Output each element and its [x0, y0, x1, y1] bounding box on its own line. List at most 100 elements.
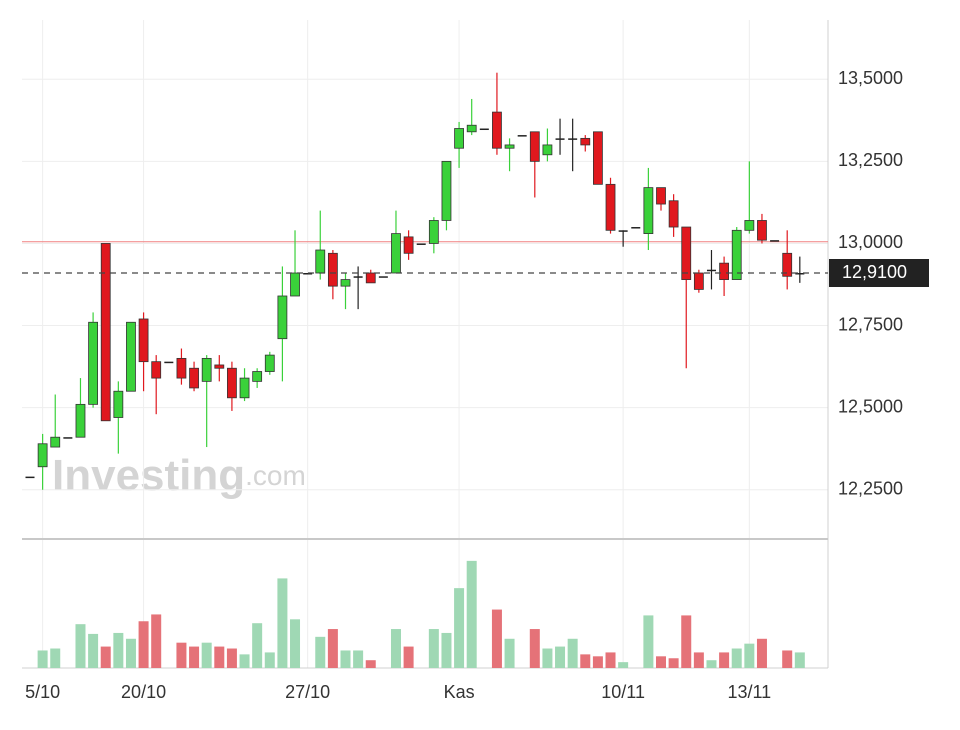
- candle-body: [428, 220, 439, 244]
- y-tick-label: 13,0000: [838, 232, 903, 252]
- volume-bar: [681, 615, 692, 668]
- candle-body: [454, 128, 464, 149]
- y-tick-label: 12,5000: [838, 396, 903, 416]
- volume-bar: [214, 646, 225, 668]
- watermark-suffix: .com: [245, 460, 306, 491]
- current-price-label: 12,9100: [842, 262, 907, 282]
- volume-bar: [618, 662, 629, 668]
- volume-bar: [315, 636, 326, 668]
- candle-body: [593, 131, 603, 185]
- candle-body: [757, 220, 767, 241]
- candle-body: [492, 111, 502, 149]
- candle-body: [290, 272, 300, 297]
- candle-body: [416, 243, 426, 245]
- candle-body: [327, 252, 338, 287]
- volume-bar: [201, 642, 212, 668]
- volume-bar: [656, 656, 666, 668]
- volume-bar: [88, 633, 99, 668]
- volume-bar: [176, 642, 187, 668]
- volume-bar: [365, 660, 376, 668]
- y-tick-label: 12,7500: [838, 314, 903, 334]
- candle-body: [138, 318, 149, 363]
- candle-body: [555, 138, 565, 140]
- candle-body: [466, 124, 477, 133]
- volume-bar: [226, 648, 237, 668]
- candle-body: [681, 226, 692, 280]
- candle-body: [201, 357, 212, 382]
- candle-body: [795, 273, 805, 275]
- candle-body: [126, 321, 136, 392]
- candle-body: [189, 367, 199, 389]
- volume-bar: [555, 646, 566, 668]
- candle-body: [303, 273, 313, 275]
- y-tick-label: 13,5000: [838, 68, 903, 88]
- candle-body: [719, 262, 729, 280]
- candle-body: [63, 437, 73, 439]
- volume-bar: [125, 638, 136, 668]
- volume-bar: [504, 638, 515, 668]
- volume-bar: [264, 652, 275, 668]
- volume-bar: [529, 629, 540, 668]
- x-tick-label: 13/11: [727, 682, 771, 702]
- volume-bar: [290, 619, 301, 668]
- volume-bar: [706, 660, 717, 668]
- candle-body: [744, 220, 755, 231]
- volume-bar: [744, 643, 755, 668]
- candle-body: [693, 272, 704, 290]
- candle-body: [340, 279, 351, 287]
- candle-body: [227, 367, 237, 399]
- candle-body: [277, 295, 288, 340]
- volume-bar: [643, 615, 654, 668]
- volume-bar: [782, 650, 793, 668]
- candle-body: [542, 144, 553, 156]
- candle-body: [176, 357, 187, 379]
- candle-body: [605, 183, 616, 231]
- volume-bar: [756, 638, 767, 668]
- candle-body: [50, 436, 61, 448]
- volume-bar: [37, 650, 48, 668]
- volume-bar: [113, 632, 124, 668]
- candle-body: [365, 272, 376, 284]
- volume-bar: [592, 656, 603, 668]
- volume-bar: [277, 578, 288, 668]
- watermark: Investing.com: [52, 451, 306, 500]
- current-price-box: [829, 259, 929, 288]
- y-tick-label: 12,2500: [838, 478, 903, 498]
- volume-bar: [428, 629, 439, 668]
- candle-body: [731, 229, 742, 280]
- y-tick-label: 13,2500: [838, 150, 903, 170]
- candle-body: [668, 200, 679, 228]
- x-tick-label: 27/10: [285, 682, 330, 702]
- volume-bar: [731, 648, 742, 668]
- x-tick-label: Kas: [444, 682, 475, 702]
- volume-bar: [542, 648, 553, 668]
- candle-body: [378, 276, 388, 278]
- candle-body: [239, 377, 250, 399]
- candle-body: [517, 135, 527, 137]
- candle-body: [252, 371, 263, 382]
- candle-body: [113, 390, 124, 418]
- volume-bar: [580, 654, 591, 668]
- candle-body: [315, 249, 326, 274]
- candle-body: [504, 144, 515, 149]
- volume-bar: [189, 646, 200, 668]
- x-tick-label: 5/10: [25, 682, 60, 702]
- candle-body: [631, 227, 641, 229]
- volume-bar: [668, 658, 679, 668]
- candle-body: [643, 187, 654, 235]
- candle-body: [88, 321, 98, 405]
- candle-body: [164, 361, 174, 364]
- volume-bar: [719, 652, 730, 668]
- watermark-main: Investing: [52, 451, 245, 500]
- candle-body: [441, 160, 452, 221]
- volume-bar: [252, 623, 263, 668]
- x-tick-label: 20/10: [121, 682, 166, 702]
- candle-body: [618, 230, 628, 232]
- volume-bar: [466, 560, 477, 668]
- volume-bar: [327, 629, 338, 668]
- volume-bar: [151, 614, 162, 668]
- volume-bar: [100, 646, 111, 668]
- candle-body: [770, 240, 780, 242]
- candle-body: [568, 138, 578, 140]
- candle-body: [37, 443, 48, 468]
